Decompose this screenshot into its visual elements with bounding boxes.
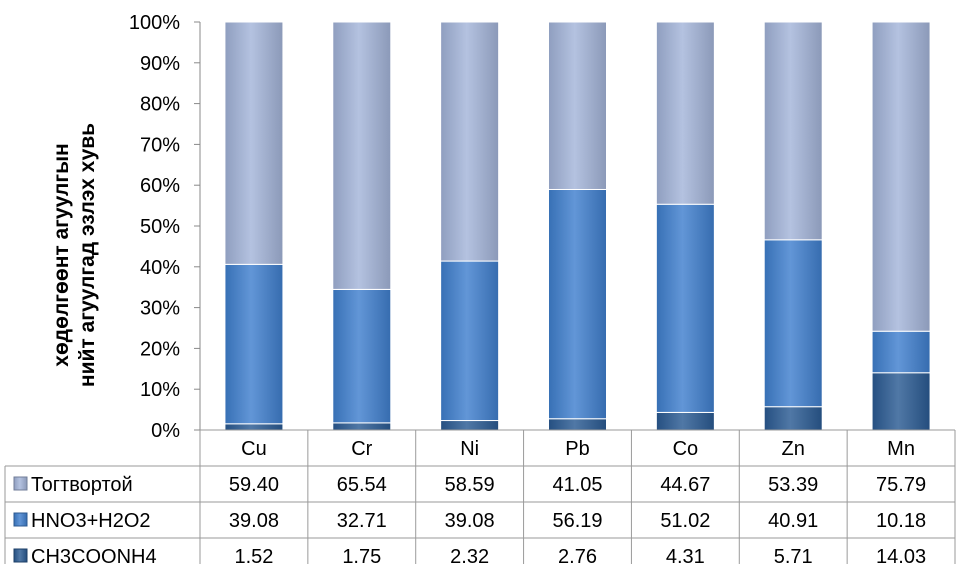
- bar-segment-HNO3+H2O2-Mn: [871, 330, 931, 374]
- table-value: 53.39: [768, 474, 818, 496]
- y-tick-label: 50%: [140, 216, 180, 238]
- category-label: Cr: [351, 438, 372, 460]
- bar-segment-HNO3+H2O2-Co: [655, 203, 715, 413]
- table-value: 51.02: [660, 510, 710, 532]
- table-value: 1.52: [234, 546, 273, 564]
- table-value: 32.71: [337, 510, 387, 532]
- bar-segment-Тогтвортой-Cr: [332, 21, 392, 290]
- category-label: Co: [673, 438, 699, 460]
- category-label: Mn: [887, 438, 915, 460]
- table-value: 2.76: [558, 546, 597, 564]
- table-value: 1.75: [342, 546, 381, 564]
- bar-segment-CH3COONH4-Cr: [332, 422, 392, 431]
- bar-segment-Тогтвортой-Mn: [871, 21, 931, 332]
- table-value: 39.08: [445, 510, 495, 532]
- bar-segment-Тогтвортой-Zn: [763, 21, 823, 241]
- category-label: Cu: [241, 438, 267, 460]
- table-value: 14.03: [876, 546, 926, 564]
- table-value: 4.31: [666, 546, 705, 564]
- table-value: 44.67: [660, 474, 710, 496]
- y-tick-label: 40%: [140, 257, 180, 279]
- bar-segment-HNO3+H2O2-Cr: [332, 288, 392, 424]
- category-label: Zn: [782, 438, 805, 460]
- legend-label: CH3COONH4: [31, 546, 157, 564]
- y-axis-title-line: нийт агуулгад эзлэх хувь: [76, 123, 99, 387]
- data-table: Cu Cr Ni Pb Co Zn Mn Тогтвортой 59.40 65.54 58.59 4…: [4, 429, 956, 564]
- y-axis-title: хөдөлгөөнт агуулгын нийт агуулгад эзлэх х…: [50, 123, 99, 387]
- table-value: 5.71: [774, 546, 813, 564]
- y-tick-label: 60%: [140, 175, 180, 197]
- y-tick-label: 20%: [140, 338, 180, 360]
- y-tick-label: 90%: [140, 53, 180, 75]
- bar-segment-CH3COONH4-Mn: [871, 372, 931, 431]
- category-label: Ni: [460, 438, 479, 460]
- bar-segment-Тогтвортой-Cu: [224, 21, 284, 265]
- y-tick-label: 30%: [140, 298, 180, 320]
- legend-swatch: [13, 512, 28, 527]
- table-value: 41.05: [552, 474, 602, 496]
- bar-segment-CH3COONH4-Co: [655, 411, 715, 431]
- legend-label: Тогтвортой: [31, 474, 133, 496]
- y-tick-label: 80%: [140, 94, 180, 116]
- bars: [224, 21, 931, 431]
- table-value: 56.19: [552, 510, 602, 532]
- bar-segment-Тогтвортой-Ni: [440, 21, 500, 262]
- table-value: 75.79: [876, 474, 926, 496]
- category-label: Pb: [565, 438, 589, 460]
- bar-segment-HNO3+H2O2-Ni: [440, 260, 500, 422]
- table-value: 40.91: [768, 510, 818, 532]
- bar-segment-HNO3+H2O2-Pb: [548, 188, 607, 420]
- table-value: 10.18: [876, 510, 926, 532]
- table-value: 59.40: [229, 474, 279, 496]
- y-tick-label: 10%: [140, 379, 180, 401]
- bar-segment-HNO3+H2O2-Zn: [763, 239, 823, 408]
- table-value: 58.59: [445, 474, 495, 496]
- bar-segment-CH3COONH4-Cu: [224, 423, 284, 431]
- legend-swatch: [13, 548, 28, 563]
- bar-segment-CH3COONH4-Pb: [548, 418, 607, 431]
- y-tick-label: 100%: [129, 12, 180, 34]
- y-axis-title-line: хөдөлгөөнт агуулгын: [50, 143, 73, 366]
- bar-segment-CH3COONH4-Ni: [440, 420, 500, 431]
- y-axis-ticks: 0% 10% 20% 30% 40% 50% 60% 70% 80% 90% 100%: [129, 12, 201, 442]
- table-value: 2.32: [450, 546, 489, 564]
- table-value: 65.54: [337, 474, 387, 496]
- y-axis-label: хөдөлгөөнт агуулгын нийт агуулгад эзлэх х…: [50, 123, 99, 387]
- bar-segment-Тогтвортой-Co: [655, 21, 715, 205]
- bar-segment-HNO3+H2O2-Cu: [224, 263, 284, 425]
- y-tick-label: 70%: [140, 134, 180, 156]
- legend-label: HNO3+H2O2: [31, 510, 151, 532]
- y-tick-label: 0%: [151, 420, 180, 442]
- table-value: 39.08: [229, 510, 279, 532]
- bar-segment-CH3COONH4-Zn: [763, 406, 823, 431]
- bar-segment-Тогтвортой-Pb: [548, 21, 607, 190]
- legend-swatch: [13, 476, 28, 491]
